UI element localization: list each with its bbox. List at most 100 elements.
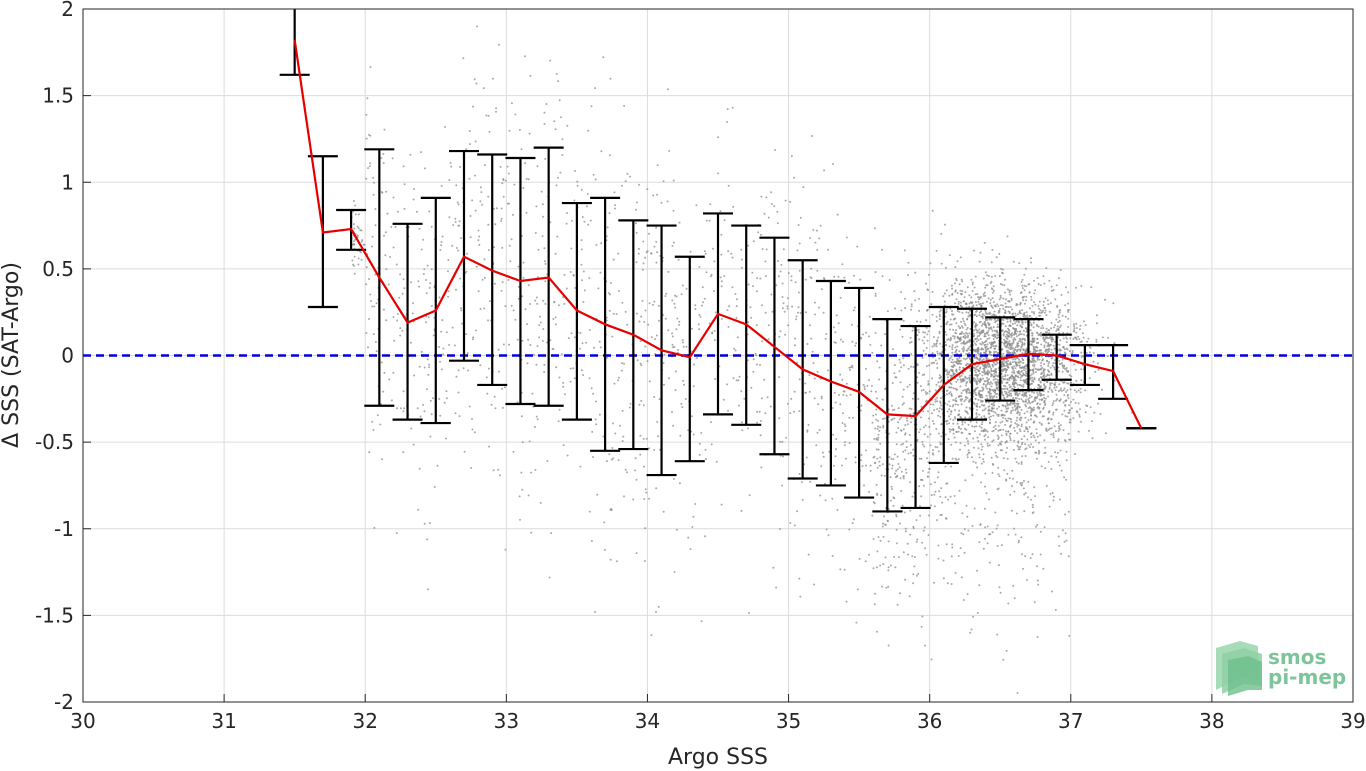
scatter-point [890,419,893,421]
scatter-point [922,389,925,391]
scatter-point [970,628,973,631]
scatter-point [992,326,995,329]
scatter-point [598,413,601,416]
scatter-point [743,397,746,400]
scatter-point [998,586,1001,589]
scatter-point [974,357,976,360]
scatter-point [1044,385,1047,388]
scatter-point [770,203,773,205]
scatter-point [965,331,968,334]
scatter-point [1018,348,1021,351]
scatter-point [989,418,991,421]
scatter-point [569,367,572,370]
scatter-point [1002,333,1005,336]
scatter-point [500,217,503,220]
scatter-point [993,329,996,332]
scatter-point [582,374,585,376]
scatter-point [798,473,801,475]
scatter-point [904,297,906,300]
scatter-point [859,278,862,281]
scatter-point [429,522,431,525]
scatter-point [430,268,433,271]
scatter-point [1079,391,1082,394]
scatter-point [1063,439,1066,442]
scatter-point [1068,308,1070,311]
scatter-point [1030,261,1033,264]
scatter-point [989,381,992,384]
scatter-point [748,612,750,615]
scatter-point [1013,383,1016,386]
scatter-point [1016,350,1018,353]
scatter-point [1079,387,1082,390]
scatter-point [980,304,983,307]
scatter-point [395,263,398,266]
scatter-point [962,389,965,392]
scatter-point [647,323,650,326]
scatter-point [635,478,638,481]
scatter-point [965,353,968,355]
scatter-point [517,265,520,268]
scatter-point [774,149,777,151]
scatter-point [983,335,986,338]
scatter-point [974,397,977,400]
scatter-point [1039,410,1042,413]
scatter-point [644,488,647,491]
scatter-point [521,295,524,298]
scatter-point [987,436,990,439]
scatter-point [848,366,851,369]
scatter-point [566,124,569,127]
scatter-point [1058,348,1061,351]
scatter-point [1027,480,1030,483]
scatter-point [1049,382,1052,385]
scatter-point [944,341,947,344]
scatter-point [835,314,838,317]
scatter-point [1024,416,1027,419]
scatter-point [975,413,978,416]
scatter-point [900,443,903,446]
scatter-point [632,498,635,501]
scatter-point [646,360,649,363]
scatter-point [973,369,976,372]
scatter-point [642,437,645,440]
scatter-point [871,421,874,424]
scatter-point [1041,324,1044,327]
scatter-point [948,415,950,418]
scatter-point [1053,425,1056,428]
scatter-point [1024,339,1027,342]
scatter-point [976,402,979,405]
scatter-point [586,193,589,195]
scatter-point [581,342,584,345]
scatter-point [975,425,978,428]
scatter-point [498,474,501,477]
scatter-point [1058,343,1061,346]
scatter-point [978,433,981,436]
scatter-point [411,312,414,315]
scatter-point [979,523,982,526]
scatter-point [682,341,684,344]
scatter-point [795,318,798,321]
scatter-point [1050,351,1053,354]
scatter-point [911,329,914,332]
scatter-point [994,333,997,336]
scatter-point [1042,327,1045,329]
scatter-point [992,301,995,304]
scatter-point [1009,363,1012,366]
scatter-point [608,154,611,157]
scatter-point [438,398,441,400]
scatter-point [986,542,989,545]
scatter-point [874,294,877,297]
scatter-point [961,311,964,314]
scatter-point [842,393,845,396]
scatter-point [640,399,643,402]
scatter-point [1010,412,1012,414]
scatter-point [793,524,796,527]
scatter-point [1021,553,1023,556]
scatter-point [999,294,1002,297]
scatter-point [1014,346,1017,349]
scatter-point [1044,446,1047,449]
scatter-point [1009,333,1012,336]
scatter-point [999,442,1002,445]
scatter-point [1003,311,1006,314]
scatter-point [353,242,355,245]
scatter-point [991,382,994,385]
